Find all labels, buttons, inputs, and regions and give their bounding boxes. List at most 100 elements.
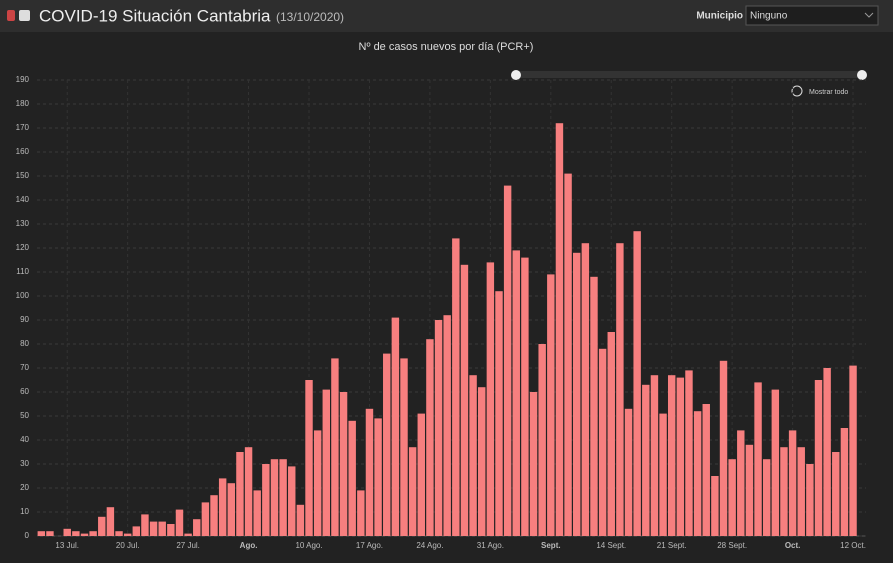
- bar: [581, 243, 590, 536]
- bar: [236, 452, 244, 536]
- x-tick-label: 31 Ago.: [477, 541, 504, 550]
- app-date: (13/10/2020): [276, 10, 344, 24]
- bar: [123, 533, 132, 536]
- bar: [288, 466, 296, 536]
- x-tick-label: 20 Jul.: [116, 541, 140, 550]
- bar: [538, 344, 546, 536]
- bar: [728, 459, 736, 536]
- bar: [823, 368, 831, 536]
- bar: [676, 377, 685, 536]
- y-tick-label: 70: [20, 363, 29, 372]
- bar: [555, 123, 564, 536]
- bar: [659, 413, 667, 536]
- bar: [512, 250, 520, 536]
- filter-select[interactable]: [745, 5, 879, 26]
- bar: [253, 490, 261, 536]
- x-tick-label: Sept.: [541, 541, 561, 550]
- bar: [452, 238, 460, 536]
- bar: [201, 502, 210, 536]
- bar: [667, 375, 676, 536]
- bar: [106, 507, 115, 536]
- bar: [443, 315, 451, 536]
- slider-handle[interactable]: [511, 70, 521, 80]
- bar: [417, 413, 425, 536]
- bar: [296, 504, 305, 536]
- y-tick-label: 150: [16, 171, 30, 180]
- dropdown-arrow: [864, 12, 874, 18]
- bar: [63, 528, 71, 536]
- bar: [98, 516, 106, 536]
- zoom-reset[interactable]: Mostrar todo: [809, 89, 848, 96]
- filter-label: Municipio: [696, 11, 743, 22]
- bar: [331, 358, 339, 536]
- bar: [460, 264, 469, 536]
- bar: [521, 257, 529, 536]
- range-slider[interactable]: [516, 71, 862, 78]
- y-tick-label: 190: [16, 75, 30, 84]
- bar: [685, 370, 693, 536]
- y-tick-label: 40: [20, 435, 29, 444]
- bar: [391, 317, 400, 536]
- zoom-icon[interactable]: [791, 85, 803, 97]
- y-tick-label: 90: [20, 315, 29, 324]
- bar: [218, 478, 227, 536]
- y-tick-label: 0: [25, 531, 30, 540]
- bar: [754, 382, 762, 536]
- bar: [132, 526, 141, 536]
- bar: [702, 404, 710, 536]
- bar: [115, 531, 123, 536]
- x-tick-label: 28 Sept.: [717, 541, 747, 550]
- bar: [305, 380, 313, 536]
- bar: [46, 531, 54, 536]
- y-tick-label: 180: [16, 99, 30, 108]
- bar: [426, 339, 434, 536]
- bar: [210, 495, 218, 536]
- bar: [780, 447, 788, 536]
- bar: [89, 531, 97, 536]
- bar: [650, 375, 659, 536]
- bar: [141, 514, 149, 536]
- logo-icon: [19, 10, 30, 21]
- bar: [616, 243, 624, 536]
- y-tick-label: 80: [20, 339, 29, 348]
- y-tick-label: 50: [20, 411, 29, 420]
- bar: [478, 387, 486, 536]
- logo-icon: [7, 10, 15, 21]
- bar: [184, 533, 192, 536]
- bar: [365, 408, 374, 536]
- bar: [383, 353, 391, 536]
- bar: [832, 452, 840, 536]
- bar: [495, 291, 503, 536]
- bar: [711, 476, 719, 536]
- y-tick-label: 30: [20, 459, 29, 468]
- bar: [806, 464, 814, 536]
- bar: [339, 392, 348, 536]
- x-tick-label: 13 Jul.: [55, 541, 79, 550]
- bar: [607, 332, 615, 536]
- y-tick-label: 20: [20, 483, 29, 492]
- header-bar: [0, 0, 893, 32]
- bar: [72, 531, 80, 536]
- bar: [193, 519, 201, 536]
- x-tick-label: 12 Oct.: [840, 541, 866, 550]
- bar: [270, 459, 279, 536]
- bar: [374, 418, 382, 536]
- bar: [719, 360, 728, 536]
- slider-handle[interactable]: [857, 70, 867, 80]
- bar: [175, 509, 184, 536]
- bar: [642, 384, 650, 536]
- x-tick-label: 21 Sept.: [657, 541, 687, 550]
- x-tick-label: 27 Jul.: [176, 541, 200, 550]
- bar: [37, 531, 46, 536]
- x-tick-label: 10 Ago.: [295, 541, 322, 550]
- bar: [486, 262, 495, 536]
- bar: [564, 173, 572, 536]
- bar: [262, 464, 270, 536]
- y-tick-label: 110: [16, 267, 29, 276]
- bar: [624, 408, 633, 536]
- bar: [814, 380, 823, 536]
- x-tick-label: Oct.: [785, 541, 801, 550]
- bar: [737, 430, 745, 536]
